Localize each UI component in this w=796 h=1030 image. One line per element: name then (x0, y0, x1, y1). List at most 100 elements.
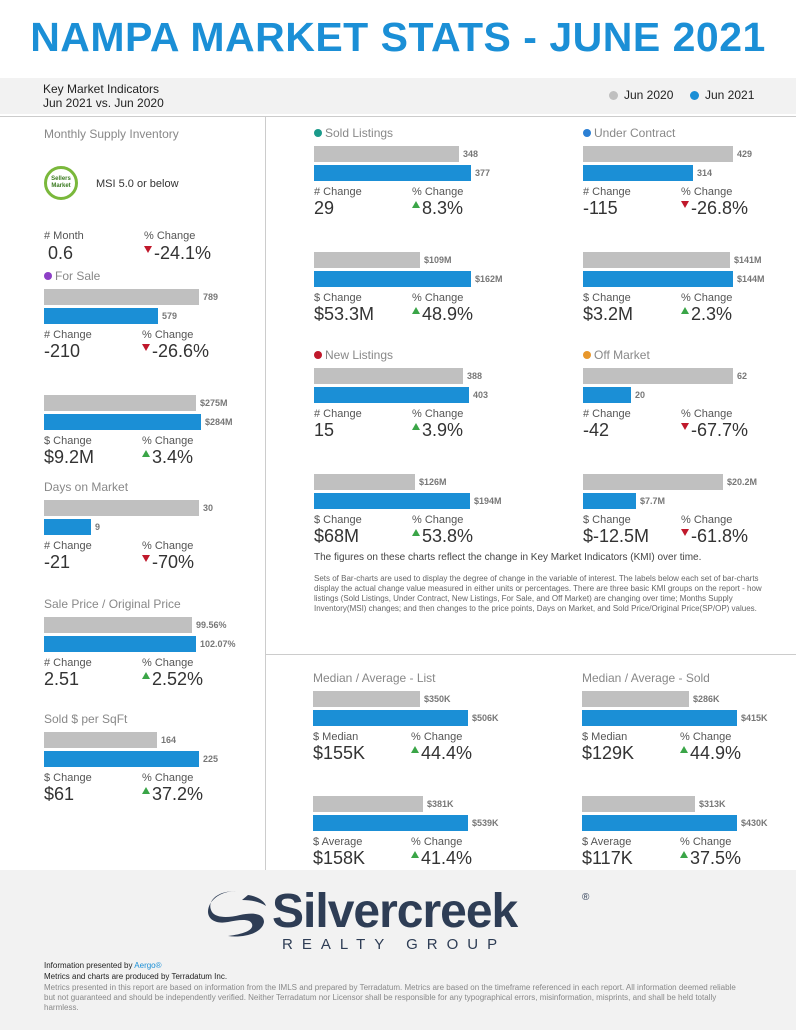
chart-6-title: Off Market (583, 348, 650, 362)
chart-14-pct-value: 41.4% (411, 848, 472, 869)
chart-7-pct-value: -61.8% (681, 526, 748, 547)
chart-10-pct-label: % Change (142, 540, 194, 552)
chart-14-pct-label: % Change (411, 836, 463, 848)
sellers-market-badge: Sellers Market (44, 166, 78, 200)
chart-8-change-label: # Change (44, 329, 92, 341)
chart-3-pct-label: % Change (681, 292, 733, 304)
msi-title: Monthly Supply Inventory (44, 127, 179, 141)
up-arrow-icon (680, 851, 688, 858)
chart-4-change-value: 15 (314, 420, 335, 440)
chart-15-pct-label: % Change (680, 731, 732, 743)
up-arrow-icon (142, 450, 150, 457)
chart-16-bar-2021 (582, 815, 737, 831)
chart-16-label-2021: $430K (741, 818, 768, 828)
chart-12-change-value: $61 (44, 784, 75, 804)
chart-14-label-2020: $381K (427, 799, 454, 809)
chart-2-change-label: # Change (583, 186, 631, 198)
chart-15-label-2020: $286K (693, 694, 720, 704)
chart-11-change-label: # Change (44, 657, 92, 669)
chart-10-bar-2020 (44, 500, 199, 516)
chart-16-pct-label: % Change (680, 836, 732, 848)
chart-10-title: Days on Market (44, 480, 128, 494)
page-title: NAMPA MARKET STATS - JUNE 2021 (30, 14, 766, 60)
kmi-title: Key Market Indicators (43, 82, 160, 96)
chart-12-title: Sold $ per SqFt (44, 712, 127, 726)
badge-line2: Market (51, 183, 71, 189)
chart-0-label-2021: 377 (475, 168, 491, 178)
chart-7-change-value: $-12.5M (583, 526, 650, 546)
down-arrow-icon (681, 423, 689, 430)
chart-11-title: Sale Price / Original Price (44, 597, 181, 611)
chart-5-pct-value: 53.8% (412, 526, 473, 547)
badge-line1: Sellers (51, 176, 71, 182)
chart-13-title: Median / Average - List (313, 671, 436, 685)
chart-0-pct-label: % Change (412, 186, 464, 198)
chart-13-label-2021: $506K (472, 713, 499, 723)
up-arrow-icon (412, 529, 420, 536)
chart-4-bar-2021 (314, 387, 469, 403)
chart-12-pct-label: % Change (142, 772, 194, 784)
chart-10-title-text: Days on Market (44, 480, 129, 494)
legend-cur: Jun 2021 (690, 88, 754, 102)
chart-4-bar-2020 (314, 368, 463, 384)
chart-11-label-2020: 99.56% (196, 620, 227, 630)
chart-2-label-2021: 314 (697, 168, 713, 178)
chart-0-bar-2021 (314, 165, 471, 181)
chart-5-change-label: $ Change (314, 514, 362, 526)
chart-10-label-2020: 30 (203, 503, 214, 513)
chart-6-bar-2020 (583, 368, 733, 384)
chart-5-bar-2021 (314, 493, 470, 509)
chart-6-change-label: # Change (583, 408, 631, 420)
up-arrow-icon (142, 672, 150, 679)
chart-6-pct-text: -67.7% (691, 420, 749, 440)
chart-6-pct-value: -67.7% (681, 420, 748, 441)
chart-5-bar-2020 (314, 474, 415, 490)
chart-14-label-2021: $539K (472, 818, 499, 828)
chart-14-change-label: $ Average (313, 836, 363, 848)
up-arrow-icon (412, 201, 420, 208)
chart-2-title-text: Under Contract (594, 126, 676, 140)
chart-11-pct-value: 2.52% (142, 669, 203, 690)
chart-4-pct-value: 3.9% (412, 420, 463, 441)
chart-11-title-text: Sale Price / Original Price (44, 597, 181, 611)
column-divider (265, 116, 266, 870)
chart-12-pct-value: 37.2% (142, 784, 203, 805)
chart-15-change-label: $ Median (582, 731, 628, 743)
notes-sub: Sets of Bar-charts are used to display t… (314, 574, 762, 613)
chart-0-title: Sold Listings (314, 126, 393, 140)
produced-by: Metrics and charts are produced by Terra… (44, 972, 228, 981)
chart-0-title-text: Sold Listings (325, 126, 394, 140)
chart-9-pct-value: 3.4% (142, 447, 193, 468)
chart-2-pct-label: % Change (681, 186, 733, 198)
subheader-bar: Key Market Indicators Jun 2021 vs. Jun 2… (0, 78, 796, 114)
chart-11-pct-label: % Change (142, 657, 194, 669)
msi-pct-text: -24.1% (154, 243, 212, 263)
legend-cur-swatch (690, 90, 699, 100)
chart-16-pct-text: 37.5% (690, 848, 742, 868)
chart-1-pct-text: 48.9% (422, 304, 474, 324)
chart-1-label-2020: $109M (424, 255, 452, 265)
chart-15-label-2021: $415K (741, 713, 768, 723)
up-arrow-icon (412, 423, 420, 430)
chart-10-pct-value: -70% (142, 552, 194, 573)
down-arrow-icon (142, 555, 150, 562)
chart-4-title-dot (314, 351, 322, 359)
chart-14-bar-2020 (313, 796, 423, 812)
chart-8-bar-2020 (44, 289, 199, 305)
chart-3-pct-text: 2.3% (691, 304, 733, 324)
msi-threshold: MSI 5.0 or below (96, 178, 179, 190)
logo-subtitle: REALTY GROUP (282, 936, 507, 953)
chart-16-change-label: $ Average (582, 836, 632, 848)
aergo-link[interactable]: Aergo® (134, 961, 162, 970)
chart-7-pct-text: -61.8% (691, 526, 749, 546)
presented-prefix: Information presented by (44, 961, 135, 970)
silvercreek-logo-icon (208, 891, 266, 937)
down-arrow-icon (681, 201, 689, 208)
chart-11-change-value: 2.51 (44, 669, 80, 689)
chart-3-pct-value: 2.3% (681, 304, 732, 325)
chart-2-title-dot (583, 129, 591, 137)
chart-3-change-value: $3.2M (583, 304, 634, 324)
chart-1-change-label: $ Change (314, 292, 362, 304)
chart-9-label-2020: $275M (200, 398, 228, 408)
chart-6-label-2020: 62 (737, 371, 748, 381)
